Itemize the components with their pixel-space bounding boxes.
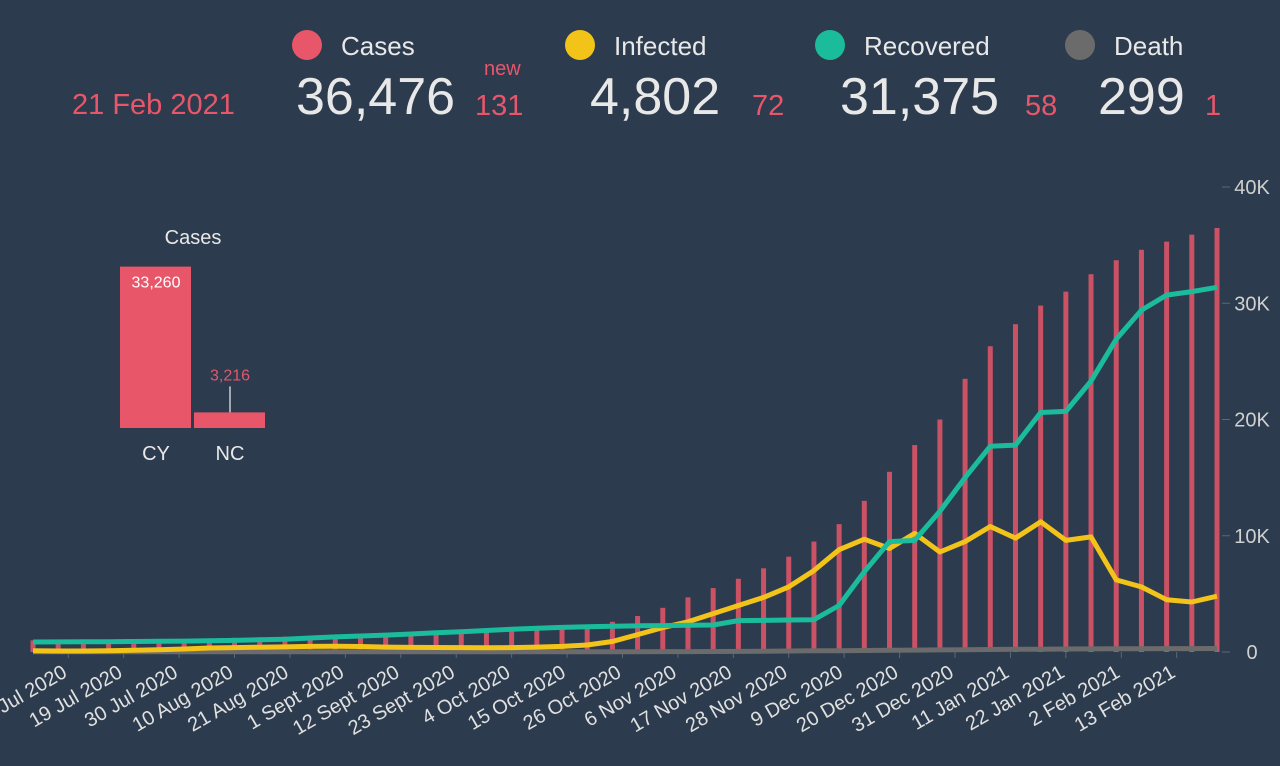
- death-line: [33, 646, 1218, 655]
- case-bar: [181, 639, 187, 652]
- case-bar: [408, 633, 414, 652]
- case-bar: [1088, 274, 1094, 652]
- stat-total: 36,476: [296, 68, 455, 126]
- case-bar: [987, 346, 993, 652]
- case-bar: [383, 634, 389, 652]
- legend-label: Cases: [341, 31, 415, 61]
- case-bar: [786, 556, 792, 652]
- inset-bar: [194, 412, 265, 428]
- case-bar: [861, 500, 867, 652]
- case-bar: [710, 588, 716, 652]
- case-bar: [559, 628, 565, 652]
- case-bar: [836, 524, 842, 652]
- stat-new: 58: [1025, 90, 1057, 122]
- legend-label: Infected: [614, 31, 707, 61]
- case-bar: [534, 629, 540, 652]
- case-bar: [257, 637, 263, 652]
- case-bar: [206, 638, 212, 652]
- case-bar: [433, 633, 439, 652]
- legend-dot: [1065, 30, 1095, 60]
- y-tick-label: 0: [1246, 642, 1257, 664]
- inset-title: Cases: [165, 227, 222, 249]
- case-bar: [509, 631, 515, 652]
- y-tick-label: 30K: [1234, 293, 1270, 315]
- date: 21 Feb 2021: [72, 89, 235, 121]
- case-bar: [1113, 260, 1119, 652]
- new-label: new: [484, 58, 521, 80]
- stat-total: 31,375: [840, 68, 999, 126]
- legend-label: Death: [1114, 31, 1183, 61]
- case-bar: [232, 637, 238, 652]
- case-bar: [282, 636, 288, 652]
- y-tick-label: 40K: [1234, 177, 1270, 199]
- y-tick-label: 10K: [1234, 526, 1270, 548]
- case-bar: [962, 378, 968, 652]
- legend-dot: [292, 30, 322, 60]
- case-bar: [584, 625, 590, 652]
- legend-dot: [815, 30, 845, 60]
- case-bar: [80, 640, 86, 652]
- case-bar: [106, 640, 112, 652]
- case-bar: [912, 445, 918, 652]
- case-bar: [1164, 241, 1170, 652]
- case-bar: [1063, 291, 1069, 652]
- legend-label: Recovered: [864, 31, 990, 61]
- legend-dot: [565, 30, 595, 60]
- case-bar: [458, 632, 464, 652]
- case-bar: [1038, 305, 1044, 652]
- inset-category: CY: [142, 443, 170, 465]
- case-bar: [735, 578, 741, 652]
- inset-value-label: 33,260: [132, 275, 181, 292]
- case-bar: [332, 635, 338, 652]
- case-bar: [131, 639, 137, 652]
- stat-new: 1: [1205, 90, 1221, 122]
- stat-new: 72: [752, 90, 784, 122]
- case-bar: [1214, 227, 1220, 653]
- case-bar: [887, 471, 893, 652]
- y-tick-label: 20K: [1234, 410, 1270, 432]
- case-bar: [357, 634, 363, 652]
- case-bar: [55, 640, 61, 652]
- case-bar: [761, 568, 767, 652]
- case-bar: [609, 621, 615, 652]
- stat-new: 131: [475, 90, 523, 122]
- infected-line: [32, 519, 1218, 654]
- inset-category: NC: [216, 443, 245, 465]
- case-bar: [1012, 324, 1018, 652]
- case-bar: [483, 631, 489, 652]
- stat-total: 299: [1098, 68, 1185, 126]
- case-bar: [156, 639, 162, 652]
- case-bar: [30, 640, 36, 652]
- case-bar: [1138, 249, 1144, 652]
- inset-value-label: 3,216: [210, 367, 250, 384]
- case-bar: [1189, 234, 1195, 652]
- case-bar: [811, 541, 817, 652]
- inset-bar: [120, 266, 191, 428]
- stat-total: 4,802: [590, 68, 720, 126]
- case-bar: [937, 419, 943, 652]
- recovered-line: [32, 284, 1218, 645]
